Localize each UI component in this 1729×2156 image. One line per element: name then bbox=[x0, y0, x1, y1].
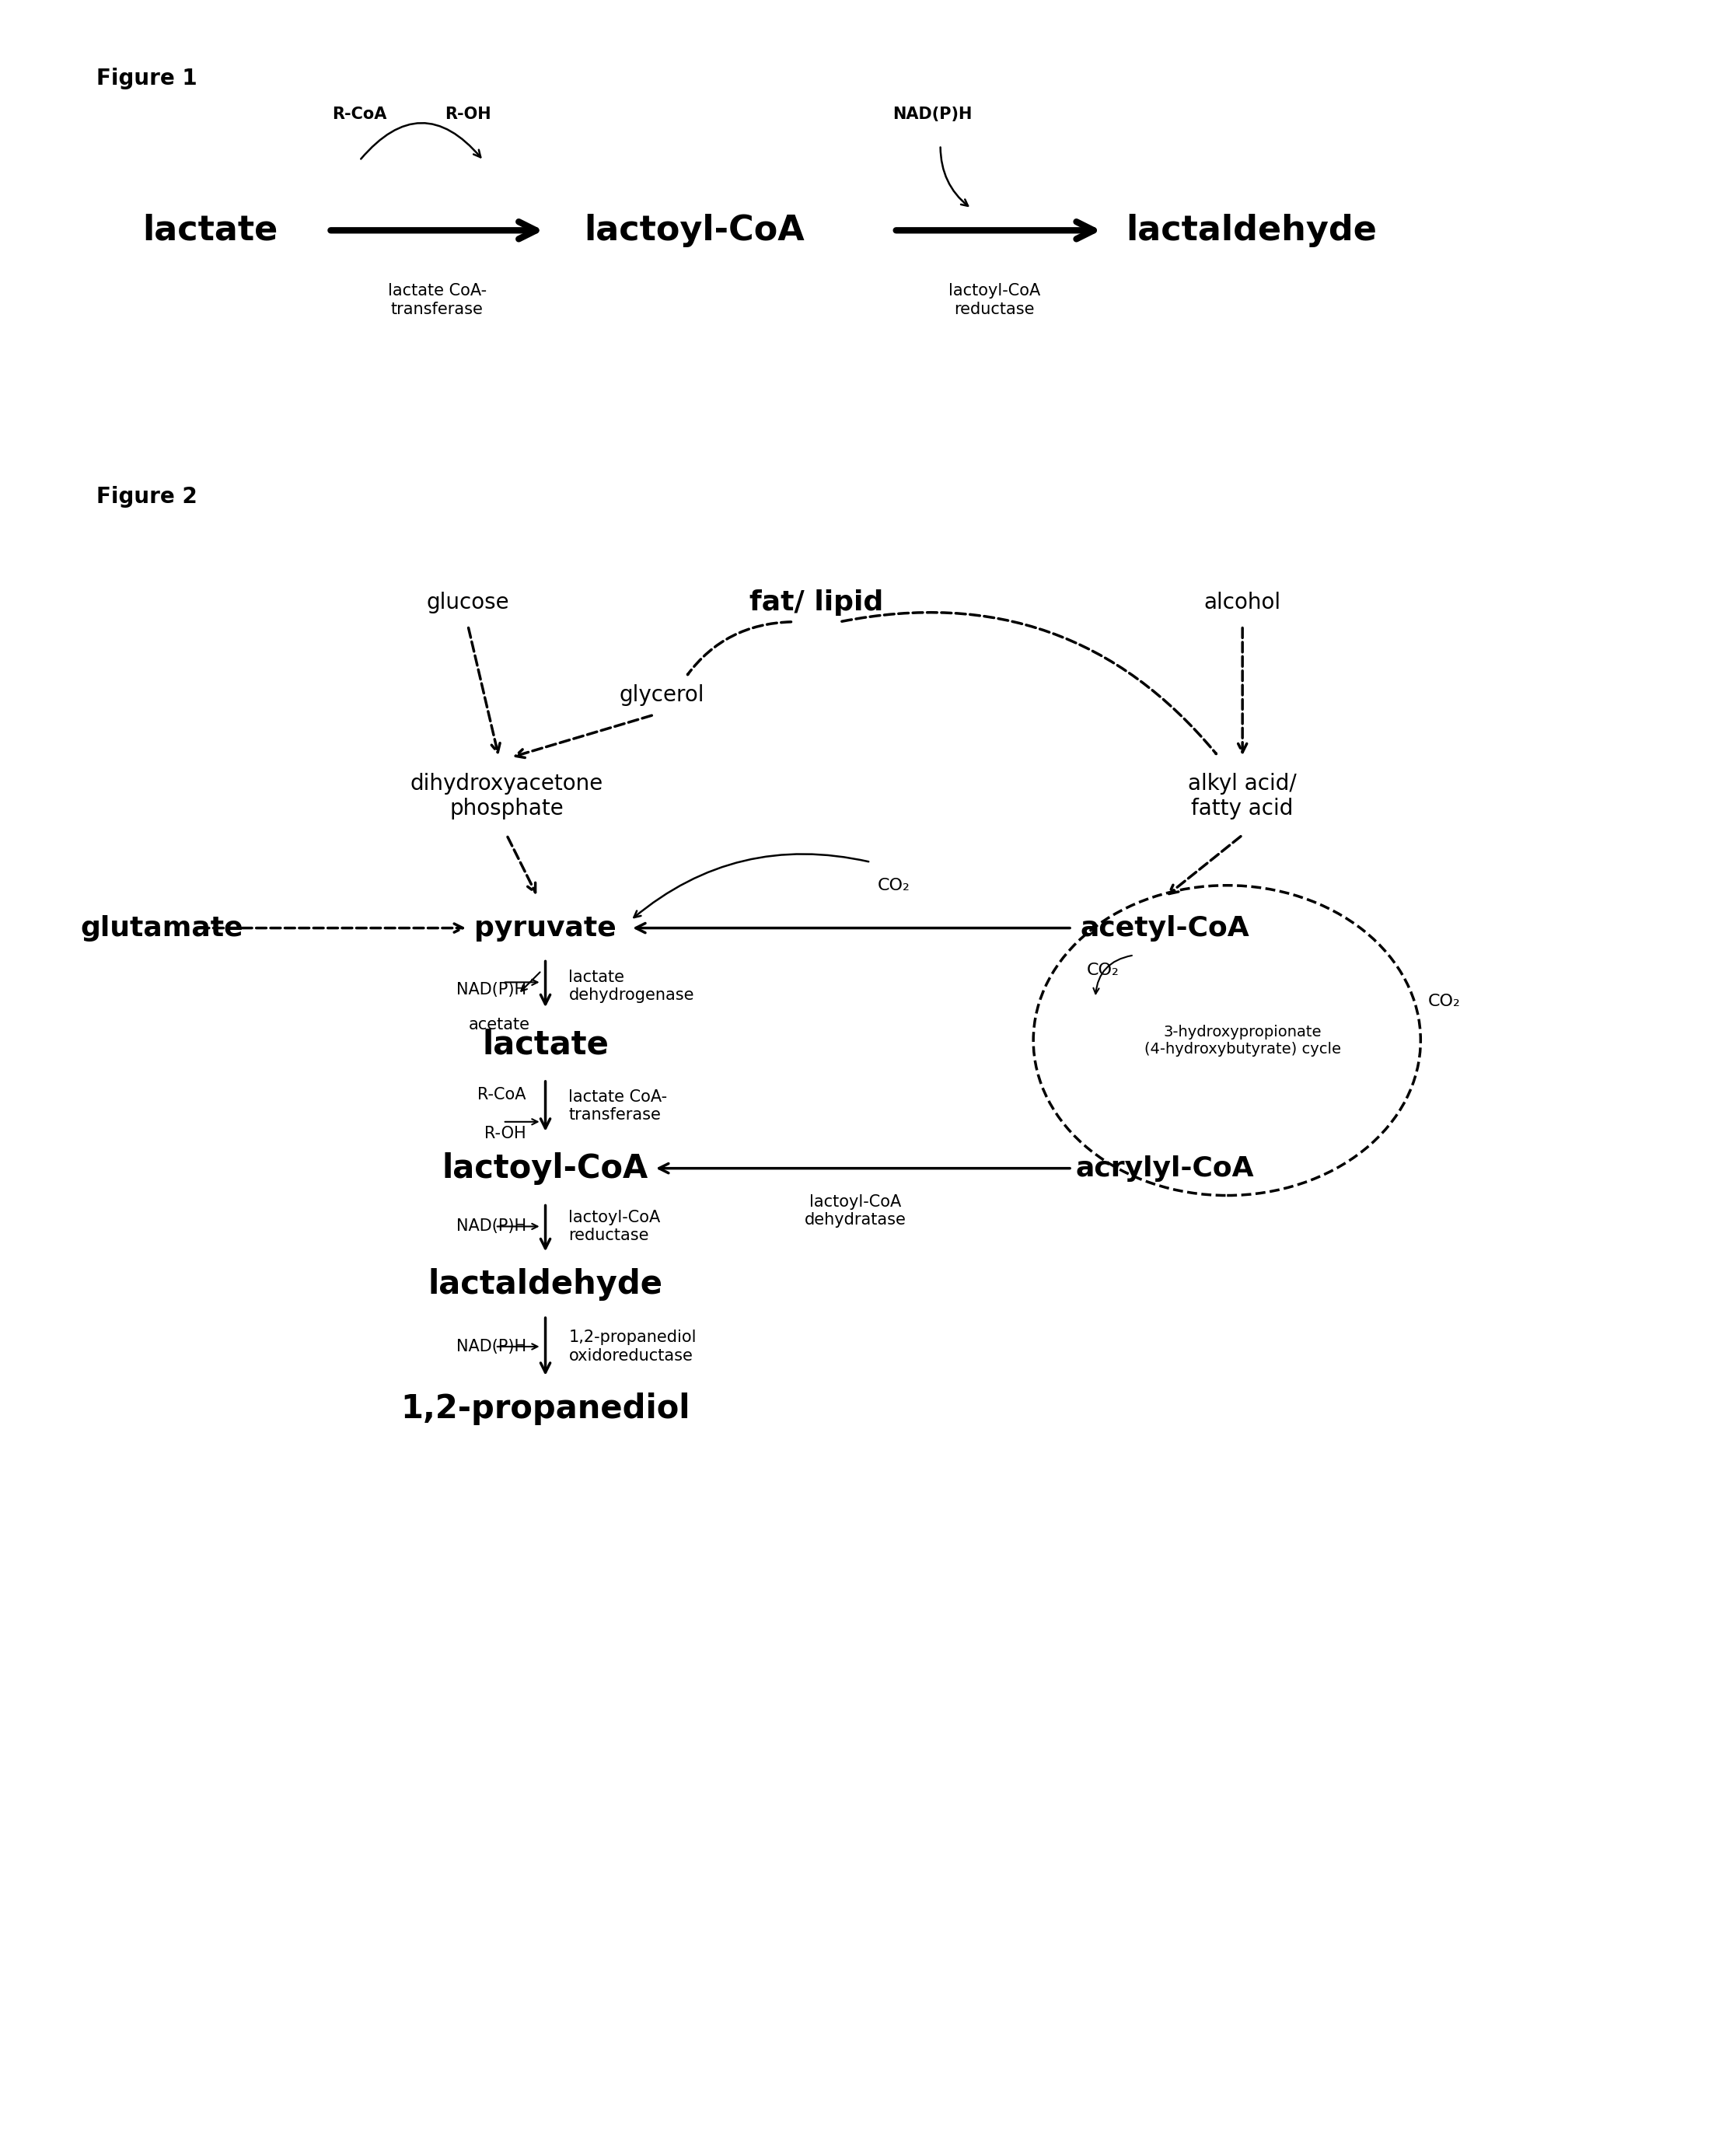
Text: acrylyl-CoA: acrylyl-CoA bbox=[1075, 1156, 1254, 1181]
Text: NAD(P)H: NAD(P)H bbox=[892, 106, 972, 123]
Text: lactate: lactate bbox=[144, 213, 278, 248]
Text: R-CoA: R-CoA bbox=[332, 106, 387, 123]
Text: lactate CoA-
transferase: lactate CoA- transferase bbox=[569, 1089, 667, 1123]
Text: CO₂: CO₂ bbox=[1088, 964, 1119, 979]
Text: R-OH: R-OH bbox=[444, 106, 491, 123]
Text: lactoyl-CoA: lactoyl-CoA bbox=[443, 1151, 648, 1184]
Text: glutamate: glutamate bbox=[81, 914, 244, 942]
Text: acetate: acetate bbox=[469, 1018, 529, 1033]
Text: lactate
dehydrogenase: lactate dehydrogenase bbox=[569, 970, 693, 1003]
FancyArrowPatch shape bbox=[842, 612, 1215, 755]
Text: NAD(P)H: NAD(P)H bbox=[456, 1339, 526, 1354]
Text: R-OH: R-OH bbox=[484, 1125, 526, 1141]
Text: glucose: glucose bbox=[427, 591, 510, 612]
Text: fat/ lipid: fat/ lipid bbox=[750, 589, 884, 617]
Text: glycerol: glycerol bbox=[619, 686, 704, 707]
Text: 1,2-propanediol
oxidoreductase: 1,2-propanediol oxidoreductase bbox=[569, 1330, 697, 1363]
Text: Figure 2: Figure 2 bbox=[97, 485, 197, 509]
Text: pyruvate: pyruvate bbox=[474, 914, 617, 942]
Text: NAD(P)H: NAD(P)H bbox=[456, 1218, 526, 1233]
Text: acetyl-CoA: acetyl-CoA bbox=[1081, 914, 1250, 942]
Text: lactoyl-CoA
reductase: lactoyl-CoA reductase bbox=[569, 1210, 660, 1244]
Text: lactate: lactate bbox=[482, 1028, 609, 1061]
Text: 1,2-propanediol: 1,2-propanediol bbox=[401, 1393, 690, 1425]
Text: NAD(P)H: NAD(P)H bbox=[456, 983, 526, 998]
Text: Figure 1: Figure 1 bbox=[97, 67, 197, 88]
Text: alkyl acid/
fatty acid: alkyl acid/ fatty acid bbox=[1188, 772, 1297, 819]
Text: lactaldehyde: lactaldehyde bbox=[429, 1268, 662, 1300]
Text: lactoyl-CoA
dehydratase: lactoyl-CoA dehydratase bbox=[804, 1194, 906, 1227]
Text: alcohol: alcohol bbox=[1203, 591, 1281, 612]
Text: lactoyl-CoA
reductase: lactoyl-CoA reductase bbox=[949, 282, 1041, 317]
Text: CO₂: CO₂ bbox=[1428, 994, 1459, 1009]
Text: R-CoA: R-CoA bbox=[477, 1087, 526, 1102]
Text: lactoyl-CoA: lactoyl-CoA bbox=[584, 213, 804, 248]
FancyArrowPatch shape bbox=[688, 621, 792, 675]
Text: lactaldehyde: lactaldehyde bbox=[1126, 213, 1378, 248]
Text: 3-hydroxypropionate
(4-hydroxybutyrate) cycle: 3-hydroxypropionate (4-hydroxybutyrate) … bbox=[1145, 1024, 1340, 1056]
Text: dihydroxyacetone
phosphate: dihydroxyacetone phosphate bbox=[410, 772, 603, 819]
Text: lactate CoA-
transferase: lactate CoA- transferase bbox=[387, 282, 486, 317]
Text: CO₂: CO₂ bbox=[878, 877, 909, 893]
